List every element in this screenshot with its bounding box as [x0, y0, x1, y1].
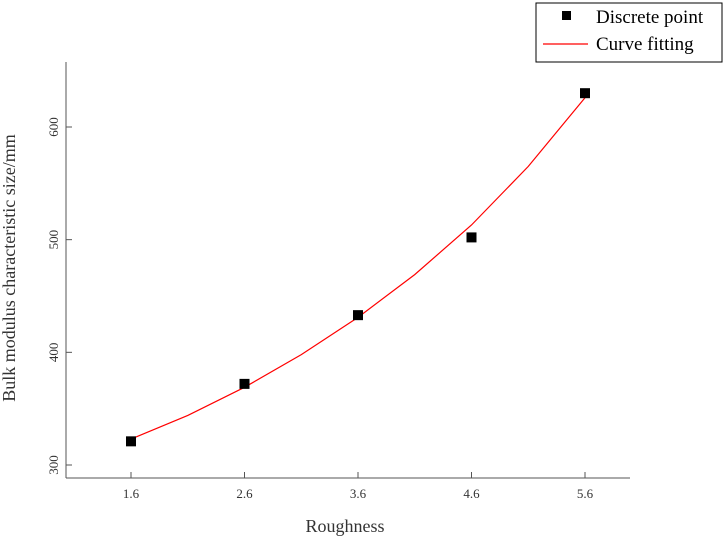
x-tick-label: 5.6	[577, 486, 594, 501]
discrete-point-marker	[580, 88, 590, 99]
legend-label-curve-fitting: Curve fitting	[596, 34, 694, 55]
discrete-point-marker	[239, 378, 250, 389]
y-tick-label: 400	[46, 343, 61, 363]
y-tick-label: 300	[46, 455, 61, 475]
discrete-point-marker	[466, 232, 477, 243]
legend-label-discrete-point: Discrete point	[596, 7, 704, 28]
curve-fitting-line	[130, 97, 586, 440]
x-tick-label: 2.6	[236, 486, 253, 501]
discrete-point-marker	[353, 310, 363, 321]
y-axis-title: Bulk modulus characteristic size/mm	[0, 134, 19, 401]
legend: Discrete point Curve fitting	[535, 2, 723, 63]
x-tick-label: 3.6	[350, 486, 367, 501]
x-axis-title: Roughness	[305, 516, 384, 536]
y-tick-label: 500	[46, 230, 61, 250]
y-tick-label: 600	[46, 117, 61, 136]
x-tick-label: 1.6	[123, 486, 140, 501]
x-ticks: 1.6 2.6 3.6 4.6 5.6	[123, 472, 594, 501]
curve-layer	[130, 97, 586, 440]
x-tick-label: 4.6	[463, 486, 480, 501]
legend-marker-discrete-point	[562, 11, 571, 20]
discrete-point-marker	[126, 436, 136, 447]
points-layer	[126, 88, 590, 447]
plot-frame	[65, 62, 630, 479]
y-ticks: 300 400 500 600	[46, 117, 72, 475]
